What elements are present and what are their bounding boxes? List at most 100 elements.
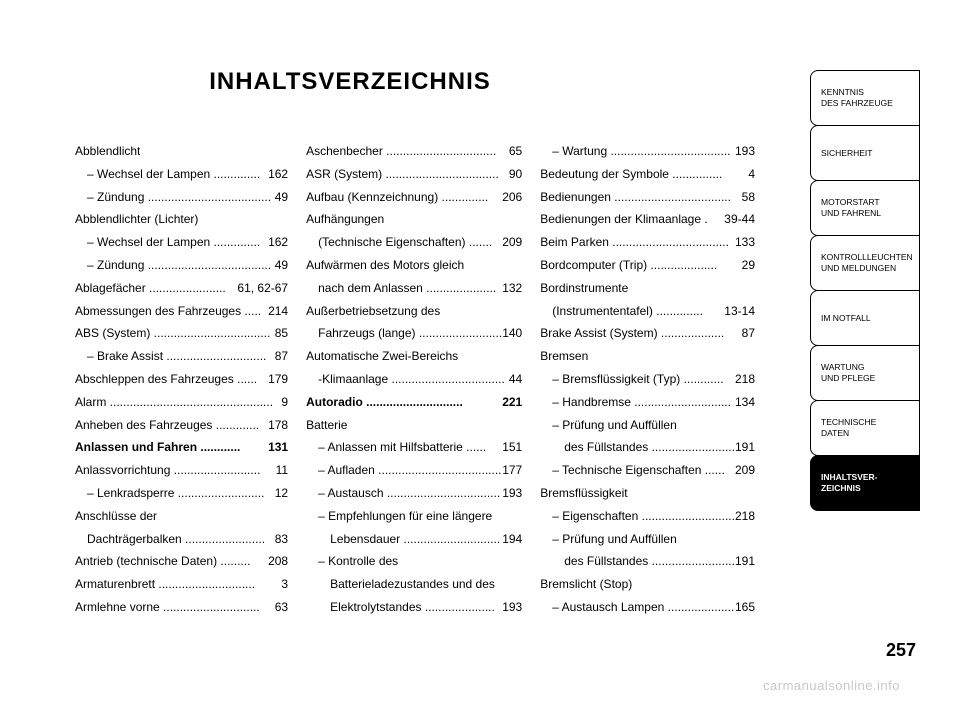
- index-entry: – Anlassen mit Hilfsbatterie ......151: [306, 436, 522, 459]
- index-entry: (Instrumententafel) .............. 13-14: [540, 300, 755, 323]
- index-entry: – Wechsel der Lampen ..............162: [75, 163, 288, 186]
- index-entry-label: – Prüfung und Auffüllen: [540, 528, 677, 551]
- index-entry-page: 61, 62-67: [237, 277, 288, 300]
- index-entry: des Füllstandes ........................…: [540, 436, 755, 459]
- index-entry: Dachträgerbalken .......................…: [75, 528, 288, 551]
- section-tab[interactable]: KONTROLLLEUCHTENUND MELDUNGEN: [810, 235, 920, 291]
- index-entry-label: – Zündung ..............................…: [75, 254, 271, 277]
- index-entry: Bedienungen der Klimaanlage .39-44: [540, 208, 755, 231]
- index-entry-label: – Brake Assist .........................…: [75, 345, 266, 368]
- index-entry-label: Brake Assist (System) ..................…: [540, 322, 724, 345]
- index-entry-label: – Zündung ..............................…: [75, 186, 271, 209]
- index-entry: Fahrzeugs (lange) ......................…: [306, 322, 522, 345]
- page: INHALTSVERZEICHNIS Abblendlicht– Wechsel…: [0, 0, 960, 709]
- index-column-3: – Wartung ..............................…: [540, 140, 755, 619]
- index-entry: – Austausch Lampen ....................1…: [540, 596, 755, 619]
- section-tab[interactable]: SICHERHEIT: [810, 125, 920, 181]
- index-entry-page: 193: [735, 140, 755, 163]
- index-entry-label: Bordcomputer (Trip) ....................: [540, 254, 717, 277]
- index-entry: Abblendlichter (Lichter): [75, 208, 288, 231]
- index-entry-label: – Handbremse ...........................…: [540, 391, 731, 414]
- index-entry: Abblendlicht: [75, 140, 288, 163]
- index-entry-page: 83: [275, 528, 288, 551]
- index-entry-label: (Instrumententafel) ..............: [540, 300, 703, 323]
- index-entry: – Handbremse ...........................…: [540, 391, 755, 414]
- index-entry-label: Lebensdauer ............................…: [306, 528, 500, 551]
- index-entry-page: 208: [268, 550, 288, 573]
- index-entry-label: -Klimaanlage ...........................…: [306, 368, 505, 391]
- index-entry-page: 9: [281, 391, 288, 414]
- index-entry-label: – Austausch ............................…: [306, 482, 500, 505]
- index-entry-page: 3: [281, 573, 288, 596]
- index-entry-page: 151: [502, 436, 522, 459]
- index-entry: Antrieb (technische Daten) ......... 208: [75, 550, 288, 573]
- section-tab[interactable]: WARTUNGUND PFLEGE: [810, 345, 920, 401]
- index-entry-page: 206: [502, 186, 522, 209]
- section-tabs: KENNTNISDES FAHRZEUGE SICHERHEITMOTORSTAR…: [810, 70, 920, 510]
- index-entry: Batterieladezustandes und des: [306, 573, 522, 596]
- index-entry-page: 193: [502, 482, 522, 505]
- index-entry: – Wartung ..............................…: [540, 140, 755, 163]
- section-tab[interactable]: KENNTNISDES FAHRZEUGE: [810, 70, 920, 126]
- section-tab[interactable]: IM NOTFALL: [810, 290, 920, 346]
- index-entry-label: – Lenkradsperre ........................…: [75, 482, 264, 505]
- section-tab-label: IM NOTFALL: [821, 313, 871, 324]
- section-tab-label: TECHNISCHEDATEN: [821, 417, 876, 438]
- index-entry-page: 179: [268, 368, 288, 391]
- index-entry-page: 209: [735, 459, 755, 482]
- index-entry-label: Armaturenbrett .........................…: [75, 573, 255, 596]
- index-entry: Batterie: [306, 414, 522, 437]
- index-entry-page: 165: [735, 596, 755, 619]
- index-entry-page: 178: [268, 414, 288, 437]
- index-entry-page: 193: [502, 596, 522, 619]
- index-entry: Alarm ..................................…: [75, 391, 288, 414]
- section-tab[interactable]: MOTORSTARTUND FAHRENL: [810, 180, 920, 236]
- index-entry-label: Anheben des Fahrzeuges .............: [75, 414, 259, 437]
- index-entry: Elektrolytstandes ..................... 1…: [306, 596, 522, 619]
- index-entry: – Wechsel der Lampen ..............162: [75, 231, 288, 254]
- index-entry-label: – Wartung ..............................…: [540, 140, 730, 163]
- section-tab[interactable]: INHALTSVER-ZEICHNIS: [810, 455, 920, 511]
- index-entry-label: Bedienungen der Klimaanlage .: [540, 208, 707, 231]
- index-entry-label: Anlassvorrichtung ......................…: [75, 459, 260, 482]
- index-entry: Bremsen: [540, 345, 755, 368]
- index-entry-page: 90: [509, 163, 522, 186]
- index-entry: – Lenkradsperre ........................…: [75, 482, 288, 505]
- index-entry: Lebensdauer ............................…: [306, 528, 522, 551]
- index-entry-label: des Füllstandes ........................…: [540, 436, 735, 459]
- index-entry-label: Dachträgerbalken .......................…: [75, 528, 265, 551]
- index-entry-label: nach dem Anlassen .....................: [306, 277, 496, 300]
- index-entry-label: Beim Parken ............................…: [540, 231, 729, 254]
- index-entry: Bremsflüssigkeit: [540, 482, 755, 505]
- index-column-2: Aschenbecher ...........................…: [306, 140, 522, 619]
- index-entry-page: 65: [509, 140, 522, 163]
- index-entry-label: Elektrolytstandes .....................: [306, 596, 495, 619]
- index-entry: – Empfehlungen für eine längere: [306, 505, 522, 528]
- index-entry-label: Bremsflüssigkeit: [540, 482, 627, 505]
- index-entry-label: Armlehne vorne .........................…: [75, 596, 260, 619]
- index-entry-label: Bremslicht (Stop): [540, 573, 632, 596]
- index-entry-label: Antrieb (technische Daten) .........: [75, 550, 250, 573]
- index-entry-page: 11: [276, 459, 288, 482]
- index-entry: Aufhängungen: [306, 208, 522, 231]
- index-entry-page: 218: [735, 505, 755, 528]
- section-tab[interactable]: TECHNISCHEDATEN: [810, 400, 920, 456]
- index-entry-label: Anschlüsse der: [75, 505, 157, 528]
- page-number: 257: [886, 640, 916, 661]
- section-tab-label: KENNTNISDES FAHRZEUGE: [821, 87, 893, 108]
- index-entry: Anlassen und Fahren ............131: [75, 436, 288, 459]
- index-entry-page: 13-14: [724, 300, 755, 323]
- index-entry: Autoradio .............................2…: [306, 391, 522, 414]
- index-column-1: Abblendlicht– Wechsel der Lampen .......…: [75, 140, 288, 619]
- index-entry-label: Aufwärmen des Motors gleich: [306, 254, 464, 277]
- index-entry-page: 140: [502, 322, 522, 345]
- index-entry-label: – Prüfung und Auffüllen: [540, 414, 677, 437]
- index-entry-page: 132: [502, 277, 522, 300]
- index-entry-page: 162: [268, 163, 288, 186]
- index-entry-label: Bedienungen ............................…: [540, 186, 731, 209]
- index-entry-label: Abschleppen des Fahrzeuges ......: [75, 368, 257, 391]
- index-entry: – Prüfung und Auffüllen: [540, 528, 755, 551]
- index-entry: – Technische Eigenschaften ......209: [540, 459, 755, 482]
- index-entry: Bordcomputer (Trip) ....................…: [540, 254, 755, 277]
- index-entry-page: 87: [275, 345, 288, 368]
